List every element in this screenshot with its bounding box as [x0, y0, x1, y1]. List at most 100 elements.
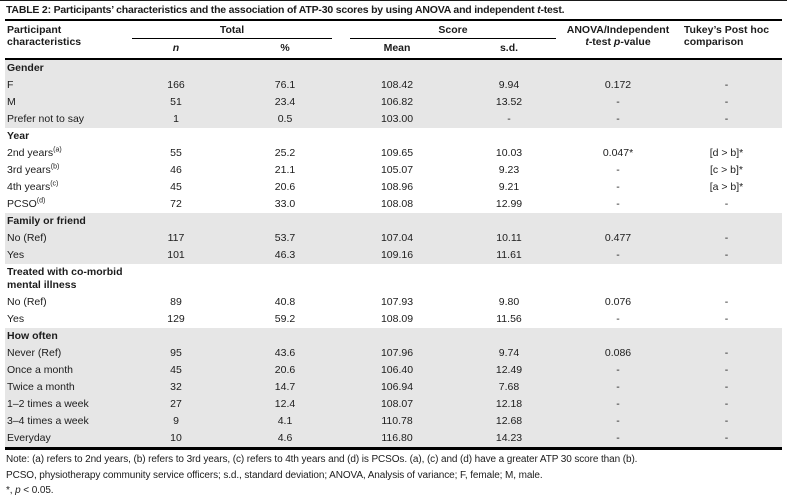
table-row: 2nd years(a) 55 25.2 109.65 10.03 0.047* [d > …	[5, 145, 782, 162]
section-row: Treated with co-morbid mental illness	[5, 264, 782, 294]
cell-percent: 20.6	[274, 364, 296, 376]
table-row: No (Ref) 117 53.7 107.04 10.11 0.477 -	[5, 230, 782, 247]
table-row: Yes 101 46.3 109.16 11.61 - -	[5, 247, 782, 264]
cell-sd: 12.18	[495, 398, 523, 410]
cell-percent: 46.3	[274, 249, 296, 261]
row-label-superscript: (a)	[53, 146, 62, 154]
cell-tukey: -	[724, 432, 729, 444]
table-row: 4th years(c) 45 20.6 108.96 9.21 - [a > b]*	[5, 179, 782, 196]
cell-n: 1	[173, 113, 179, 125]
cell-p-value: -	[616, 432, 620, 444]
row-label: Never (Ref)	[7, 347, 62, 359]
row-label: 3–4 times a week	[7, 415, 89, 427]
col-group-score-label: Score	[438, 24, 468, 36]
table-row: Once a month 45 20.6 106.40 12.49 - -	[5, 362, 782, 379]
row-label: Everyday	[7, 432, 51, 444]
cell-mean: 106.94	[380, 381, 414, 393]
col-header-mean: Mean	[383, 42, 411, 54]
row-label: Twice a month	[7, 381, 75, 393]
cell-n: 89	[170, 296, 182, 308]
cell-mean: 116.80	[381, 432, 413, 444]
cell-sd: 7.68	[498, 381, 520, 393]
cell-mean: 110.78	[381, 415, 413, 427]
cell-mean: 109.65	[380, 147, 414, 159]
cell-tukey: [a > b]*	[709, 181, 744, 193]
row-label: 1–2 times a week	[7, 398, 89, 410]
cell-n: 45	[170, 181, 182, 193]
col-header-participant-line2: characteristics	[7, 36, 82, 48]
cell-sd: 9.94	[498, 79, 520, 91]
cell-sd: 10.03	[495, 147, 523, 159]
note-significance-pre: *,	[6, 485, 16, 496]
table-title: TABLE 2: Participants’ characteristics a…	[5, 1, 782, 19]
cell-percent: 23.4	[274, 96, 296, 108]
cell-tukey: [d > b]*	[709, 147, 744, 159]
cell-sd: 12.49	[495, 364, 523, 376]
cell-sd: 11.56	[496, 313, 522, 325]
cell-tukey: -	[724, 249, 729, 261]
cell-n: 51	[170, 96, 182, 108]
cell-sd: 14.23	[495, 432, 523, 444]
cell-percent: 14.7	[274, 381, 296, 393]
cell-mean: 105.07	[380, 164, 414, 176]
cell-sd: 12.68	[495, 415, 523, 427]
col-header-anova-end: -value	[620, 36, 651, 48]
section-label: Year	[7, 130, 30, 142]
cell-tukey: -	[724, 79, 729, 91]
table-row: Never (Ref) 95 43.6 107.96 9.74 0.086 -	[5, 345, 782, 362]
col-header-anova-line1: ANOVA/Independent	[566, 24, 670, 36]
cell-percent: 53.7	[274, 232, 296, 244]
col-header-anova-mid: -test	[588, 36, 614, 48]
cell-p-value: -	[616, 164, 620, 176]
cell-n: 72	[170, 198, 182, 210]
section-row: Gender	[5, 59, 782, 77]
table-row: Twice a month 32 14.7 106.94 7.68 - -	[5, 379, 782, 396]
cell-n: 9	[173, 415, 179, 427]
cell-tukey: -	[724, 96, 729, 108]
section-label: Gender	[7, 62, 44, 74]
row-label: M	[7, 96, 16, 108]
cell-mean: 108.96	[380, 181, 414, 193]
cell-p-value: -	[616, 364, 620, 376]
table-title-tag: TABLE 2:	[6, 4, 51, 16]
col-header-participant-characteristics: Participant characteristics	[5, 20, 123, 59]
cell-mean: 108.07	[380, 398, 414, 410]
cell-percent: 76.1	[274, 79, 296, 91]
cell-tukey: -	[724, 347, 729, 359]
cell-percent: 20.6	[274, 181, 296, 193]
cell-tukey: -	[724, 364, 729, 376]
cell-mean: 107.96	[380, 347, 414, 359]
row-label: Prefer not to say	[7, 113, 85, 125]
row-label-superscript: (c)	[50, 180, 59, 188]
section-label: Family or friend	[7, 215, 86, 227]
cell-sd: -	[507, 113, 511, 125]
cell-percent: 4.6	[277, 432, 293, 444]
cell-p-value: 0.477	[604, 232, 632, 244]
cell-percent: 59.2	[274, 313, 296, 325]
cell-tukey: -	[724, 113, 729, 125]
table-notes: Note: (a) refers to 2nd years, (b) refer…	[5, 450, 782, 498]
table-row: No (Ref) 89 40.8 107.93 9.80 0.076 -	[5, 294, 782, 311]
col-header-n: n	[123, 39, 229, 59]
table-row: M 51 23.4 106.82 13.52 - -	[5, 94, 782, 111]
row-label: Once a month	[7, 364, 73, 376]
row-label: 4th years(c)	[7, 180, 59, 194]
row-label: PCSO(d)	[7, 197, 46, 211]
cell-p-value: -	[616, 96, 620, 108]
cell-n: 101	[167, 249, 185, 261]
cell-p-value: -	[616, 113, 620, 125]
section-row: Year	[5, 128, 782, 145]
cell-mean: 106.82	[380, 96, 414, 108]
cell-mean: 109.16	[380, 249, 414, 261]
col-group-total: Total	[123, 20, 341, 39]
table-row: PCSO(d) 72 33.0 108.08 12.99 - -	[5, 196, 782, 213]
cell-tukey: -	[724, 232, 729, 244]
cell-percent: 25.2	[274, 147, 296, 159]
cell-p-value: 0.047*	[602, 147, 634, 159]
cell-p-value: -	[616, 398, 620, 410]
cell-p-value: 0.086	[604, 347, 632, 359]
table-row: 3rd years(b) 46 21.1 105.07 9.23 - [c > b]*	[5, 162, 782, 179]
section-row: Family or friend	[5, 213, 782, 230]
row-label: No (Ref)	[7, 296, 47, 308]
